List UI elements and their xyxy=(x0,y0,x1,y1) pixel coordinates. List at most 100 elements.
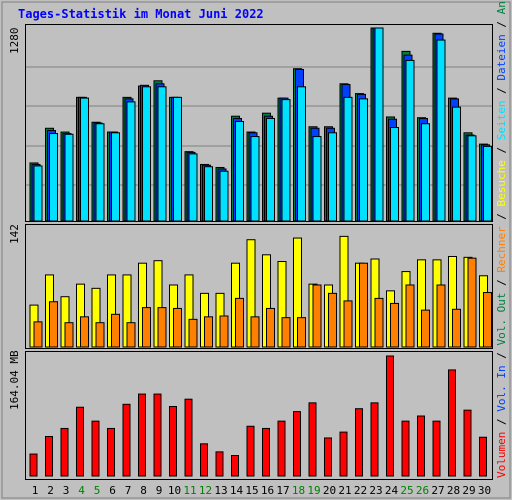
bar-volumen-day-15 xyxy=(246,425,255,477)
bar-volumen-day-30 xyxy=(479,436,487,477)
legend-vol-out: Vol. Out xyxy=(495,293,508,346)
panel-volume-frame xyxy=(25,351,493,480)
bar-volumen-day-29 xyxy=(463,409,472,477)
x-tick-label-day-1: 1 xyxy=(32,484,39,497)
bar-volumen-day-6 xyxy=(107,427,115,477)
x-tick-label-day-28: 28 xyxy=(447,484,460,497)
bar-volumen-day-3 xyxy=(60,427,69,477)
bar-volumen-day-5 xyxy=(91,420,100,477)
bar-rechner-day-24 xyxy=(390,302,399,348)
x-tick-label-day-7: 7 xyxy=(125,484,132,497)
bar-rechner-day-16 xyxy=(266,307,275,348)
bar-seiten-day-7 xyxy=(126,101,136,222)
bar-seiten-day-18 xyxy=(297,86,306,222)
bar-rechner-day-21 xyxy=(343,300,353,348)
legend-rechner: Rechner xyxy=(495,226,508,273)
x-tick-label-day-12: 12 xyxy=(199,484,212,497)
bar-seiten-day-26 xyxy=(421,123,430,222)
bar-volumen-day-16 xyxy=(262,427,270,477)
bar-volumen-day-20 xyxy=(324,437,332,477)
bar-seiten-day-10 xyxy=(173,96,182,222)
x-tick-label-day-4: 4 xyxy=(78,484,85,497)
x-tick-label-day-15: 15 xyxy=(245,484,258,497)
bar-seiten-day-5 xyxy=(95,123,105,222)
bar-rechner-day-22 xyxy=(359,262,368,348)
bar-seiten-day-12 xyxy=(204,166,213,222)
x-tick-label-day-3: 3 xyxy=(63,484,70,497)
bar-seiten-day-13 xyxy=(219,170,229,222)
bar-rechner-day-2 xyxy=(49,301,58,348)
bar-rechner-day-5 xyxy=(95,322,105,348)
bars xyxy=(29,27,492,477)
x-tick-label-day-8: 8 xyxy=(140,484,147,497)
bar-rechner-day-28 xyxy=(452,308,461,348)
legend-besuche: Besuche xyxy=(495,160,508,206)
bar-rechner-day-23 xyxy=(374,297,384,348)
x-tick-label-day-17: 17 xyxy=(276,484,289,497)
bar-seiten-day-6 xyxy=(111,132,120,222)
bar-seiten-day-16 xyxy=(266,117,275,222)
bar-volumen-day-23 xyxy=(370,402,379,477)
bar-volumen-day-8 xyxy=(138,393,146,477)
bar-volumen-day-1 xyxy=(29,453,38,477)
bar-volumen-day-12 xyxy=(200,443,208,477)
bar-seiten-day-23 xyxy=(374,27,384,222)
bar-seiten-day-24 xyxy=(390,127,399,222)
x-tick-label-day-9: 9 xyxy=(156,484,163,497)
bar-volumen-day-25 xyxy=(401,420,410,477)
x-tick-label-day-13: 13 xyxy=(214,484,227,497)
x-tick-label-day-21: 21 xyxy=(338,484,351,497)
bar-volumen-day-11 xyxy=(184,398,193,477)
y-max-label-hits: 1280 xyxy=(8,28,21,55)
bar-seiten-day-14 xyxy=(235,120,244,222)
bar-seiten-day-28 xyxy=(452,106,461,222)
bar-volumen-day-10 xyxy=(169,406,177,477)
bar-rechner-day-10 xyxy=(173,307,182,348)
x-tick-label-day-19: 19 xyxy=(307,484,320,497)
bar-seiten-day-30 xyxy=(483,145,492,222)
bar-rechner-day-18 xyxy=(297,317,306,348)
bar-seiten-day-11 xyxy=(188,153,198,222)
bar-volumen-day-26 xyxy=(417,415,425,477)
bar-volumen-day-14 xyxy=(231,455,239,477)
legend-anfragen: Anfragen xyxy=(495,0,508,14)
x-tick-label-day-30: 30 xyxy=(478,484,491,497)
bar-seiten-day-20 xyxy=(328,132,337,222)
bar-rechner-day-15 xyxy=(250,316,260,348)
bar-seiten-day-1 xyxy=(33,165,43,222)
bar-rechner-day-9 xyxy=(157,307,167,348)
legend-seiten: Seiten xyxy=(495,100,508,140)
bar-rechner-day-8 xyxy=(142,307,151,348)
x-tick-label-day-20: 20 xyxy=(323,484,336,497)
bar-volumen-day-13 xyxy=(215,451,224,477)
bar-volumen-day-28 xyxy=(448,369,456,477)
bar-seiten-day-21 xyxy=(343,96,353,222)
bar-volumen-day-27 xyxy=(432,420,441,477)
bar-volumen-day-18 xyxy=(293,411,301,477)
x-tick-label-day-24: 24 xyxy=(385,484,399,497)
x-tick-label-day-16: 16 xyxy=(261,484,274,497)
bar-seiten-day-15 xyxy=(250,136,260,222)
bar-rechner-day-13 xyxy=(219,315,229,348)
x-tick-label-day-6: 6 xyxy=(109,484,116,497)
bar-rechner-day-12 xyxy=(204,316,213,348)
bar-rechner-day-7 xyxy=(126,322,136,348)
bar-rechner-day-4 xyxy=(80,316,89,348)
bar-volumen-day-22 xyxy=(355,408,363,477)
x-tick-label-day-10: 10 xyxy=(168,484,181,497)
x-tick-label-day-14: 14 xyxy=(230,484,244,497)
x-tick-label-day-26: 26 xyxy=(416,484,429,497)
x-tick-labels: 1 2 3 4 5 6 7 8 9 10 11 12 13 14 15 16 17 18 19 20 21 22 23 24 2… xyxy=(32,484,491,497)
bar-volumen-day-2 xyxy=(45,435,53,477)
bar-volumen-day-19 xyxy=(308,402,317,477)
x-tick-label-day-2: 2 xyxy=(47,484,54,497)
legend-volumen: Volumen xyxy=(495,432,508,478)
bar-rechner-day-26 xyxy=(421,309,430,348)
bar-rechner-day-14 xyxy=(235,297,244,348)
bar-rechner-day-25 xyxy=(405,284,415,348)
page-title: Tages-Statistik im Monat Juni 2022 xyxy=(18,7,264,21)
bar-rechner-day-11 xyxy=(188,318,198,348)
